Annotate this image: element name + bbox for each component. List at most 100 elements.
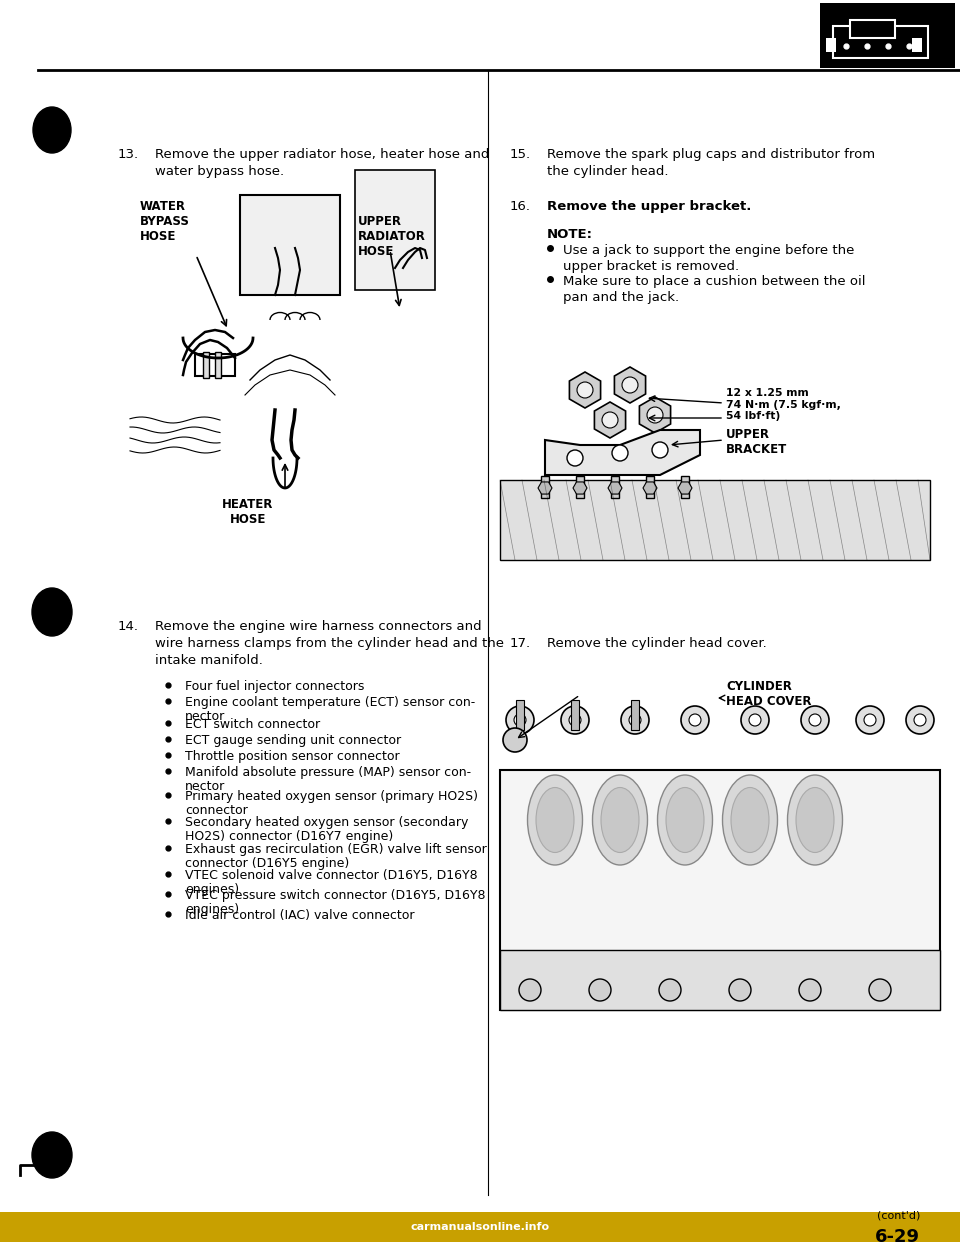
Bar xyxy=(500,950,940,1010)
Text: NOTE:: NOTE: xyxy=(547,229,593,241)
Text: nector: nector xyxy=(185,710,226,723)
Text: 6-29: 6-29 xyxy=(875,1228,920,1242)
Bar xyxy=(820,2,955,68)
Text: Exhaust gas recirculation (EGR) valve lift sensor: Exhaust gas recirculation (EGR) valve li… xyxy=(185,843,487,856)
Ellipse shape xyxy=(723,775,778,864)
Circle shape xyxy=(503,728,527,751)
Bar xyxy=(576,476,584,498)
Circle shape xyxy=(809,714,821,727)
Circle shape xyxy=(856,705,884,734)
Text: UPPER
BRACKET: UPPER BRACKET xyxy=(726,428,787,456)
Bar xyxy=(355,170,435,289)
Polygon shape xyxy=(569,373,601,409)
Text: Secondary heated oxygen sensor (secondary: Secondary heated oxygen sensor (secondar… xyxy=(185,816,468,828)
Bar xyxy=(541,476,549,498)
Text: intake manifold.: intake manifold. xyxy=(155,655,263,667)
Ellipse shape xyxy=(658,775,712,864)
Circle shape xyxy=(914,714,926,727)
Circle shape xyxy=(659,979,681,1001)
Bar xyxy=(611,476,619,498)
Text: 15.: 15. xyxy=(510,148,531,161)
Bar xyxy=(631,700,639,730)
Circle shape xyxy=(514,714,526,727)
Ellipse shape xyxy=(32,1131,72,1177)
Text: CYLINDER
HEAD COVER: CYLINDER HEAD COVER xyxy=(726,681,811,708)
Ellipse shape xyxy=(32,587,72,636)
Bar xyxy=(826,39,836,52)
Circle shape xyxy=(906,705,934,734)
Bar xyxy=(500,479,930,560)
Bar xyxy=(203,351,209,378)
Circle shape xyxy=(729,979,751,1001)
Text: Remove the spark plug caps and distributor from: Remove the spark plug caps and distribut… xyxy=(547,148,876,161)
Circle shape xyxy=(561,705,589,734)
Circle shape xyxy=(589,979,611,1001)
Bar xyxy=(681,476,689,498)
Circle shape xyxy=(519,979,541,1001)
Text: HO2S) connector (D16Y7 engine): HO2S) connector (D16Y7 engine) xyxy=(185,830,394,843)
Circle shape xyxy=(801,705,829,734)
Polygon shape xyxy=(643,482,657,494)
Bar xyxy=(516,700,524,730)
Ellipse shape xyxy=(527,775,583,864)
Text: WATER
BYPASS
HOSE: WATER BYPASS HOSE xyxy=(140,200,190,243)
Circle shape xyxy=(612,445,628,461)
Text: ECT gauge sending unit connector: ECT gauge sending unit connector xyxy=(185,734,401,746)
Text: nector: nector xyxy=(185,780,226,792)
Text: Remove the upper radiator hose, heater hose and: Remove the upper radiator hose, heater h… xyxy=(155,148,490,161)
Text: VTEC pressure switch connector (D16Y5, D16Y8: VTEC pressure switch connector (D16Y5, D… xyxy=(185,889,486,902)
Text: 14.: 14. xyxy=(118,620,139,633)
Text: HEATER
HOSE: HEATER HOSE xyxy=(223,498,274,527)
Circle shape xyxy=(569,714,581,727)
Circle shape xyxy=(864,714,876,727)
Circle shape xyxy=(622,378,638,392)
Bar xyxy=(215,351,221,378)
Text: 13.: 13. xyxy=(118,148,139,161)
Ellipse shape xyxy=(601,787,639,852)
Polygon shape xyxy=(538,482,552,494)
Ellipse shape xyxy=(666,787,704,852)
Text: Remove the cylinder head cover.: Remove the cylinder head cover. xyxy=(547,637,767,650)
Bar xyxy=(646,476,654,498)
Text: engines): engines) xyxy=(185,883,239,895)
Text: 17.: 17. xyxy=(510,637,531,650)
Circle shape xyxy=(689,714,701,727)
Polygon shape xyxy=(614,366,645,402)
Text: Use a jack to support the engine before the: Use a jack to support the engine before … xyxy=(563,243,854,257)
Text: carmanualsonline.info: carmanualsonline.info xyxy=(411,1222,549,1232)
Polygon shape xyxy=(573,482,587,494)
Text: the cylinder head.: the cylinder head. xyxy=(547,165,668,178)
Text: Remove the upper bracket.: Remove the upper bracket. xyxy=(547,200,752,212)
Bar xyxy=(240,195,340,296)
Text: connector: connector xyxy=(185,804,248,817)
Circle shape xyxy=(647,407,663,424)
Bar xyxy=(850,20,895,39)
Ellipse shape xyxy=(796,787,834,852)
Polygon shape xyxy=(594,402,626,438)
Text: Remove the engine wire harness connectors and: Remove the engine wire harness connector… xyxy=(155,620,482,633)
Circle shape xyxy=(506,705,534,734)
Bar xyxy=(195,354,235,376)
Circle shape xyxy=(629,714,641,727)
Text: Throttle position sensor connector: Throttle position sensor connector xyxy=(185,750,399,763)
Ellipse shape xyxy=(33,107,71,153)
Bar xyxy=(500,770,940,1010)
Bar xyxy=(571,700,579,730)
Text: Four fuel injector connectors: Four fuel injector connectors xyxy=(185,681,365,693)
Circle shape xyxy=(577,383,593,397)
Text: 16.: 16. xyxy=(510,200,531,212)
Polygon shape xyxy=(678,482,692,494)
Text: Make sure to place a cushion between the oil: Make sure to place a cushion between the… xyxy=(563,274,866,288)
Circle shape xyxy=(652,442,668,458)
Ellipse shape xyxy=(787,775,843,864)
Text: ECT switch connector: ECT switch connector xyxy=(185,718,320,732)
Ellipse shape xyxy=(731,787,769,852)
Text: Engine coolant temperature (ECT) sensor con-: Engine coolant temperature (ECT) sensor … xyxy=(185,696,475,709)
Circle shape xyxy=(749,714,761,727)
Text: 12 x 1.25 mm
74 N·m (7.5 kgf·m,
54 lbf·ft): 12 x 1.25 mm 74 N·m (7.5 kgf·m, 54 lbf·f… xyxy=(726,388,841,421)
Text: Primary heated oxygen sensor (primary HO2S): Primary heated oxygen sensor (primary HO… xyxy=(185,790,478,804)
Bar xyxy=(0,1212,960,1242)
Ellipse shape xyxy=(592,775,647,864)
Text: engines): engines) xyxy=(185,903,239,917)
Text: water bypass hose.: water bypass hose. xyxy=(155,165,284,178)
